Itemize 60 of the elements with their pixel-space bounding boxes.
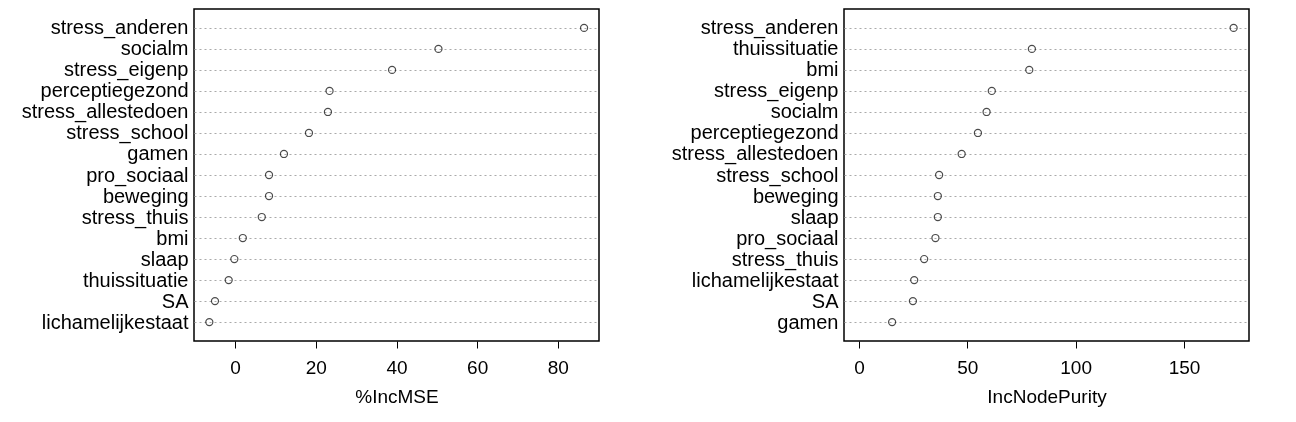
point <box>230 254 239 264</box>
point <box>933 191 942 201</box>
y-tick-label: socialm <box>120 37 189 60</box>
point <box>323 107 333 117</box>
y-tick-label: lichamelijkestaat <box>691 268 839 291</box>
point <box>1025 65 1034 75</box>
y-tick-label: perceptiegezond <box>690 121 839 144</box>
point <box>279 149 289 159</box>
point <box>910 275 919 285</box>
point <box>920 254 929 264</box>
y-tick-label: beweging <box>102 184 189 207</box>
y-tick-label: stress_allestedoen <box>671 142 839 166</box>
y-tick-label: stress_eigenp <box>63 58 189 82</box>
y-tick-label: slaap <box>140 247 189 270</box>
point <box>224 275 233 285</box>
point <box>238 233 247 243</box>
x-tick-label: 0 <box>230 356 241 378</box>
point <box>982 107 991 117</box>
x-tick-label: 50 <box>957 356 979 378</box>
point <box>987 86 996 96</box>
point <box>931 233 940 243</box>
x-tick-label: 20 <box>305 356 327 378</box>
y-tick-label: lichamelijkestaat <box>41 310 189 333</box>
y-tick-label: stress_anderen <box>50 16 189 40</box>
point <box>257 212 266 222</box>
x-tick-label: 100 <box>1060 356 1092 378</box>
point <box>304 128 314 138</box>
x-tick-label: 0 <box>854 356 865 378</box>
point <box>325 86 334 96</box>
point <box>1229 23 1238 33</box>
point <box>933 212 942 222</box>
y-tick-label: gamen <box>777 310 839 333</box>
y-tick-label: bmi <box>156 226 189 249</box>
y-tick-label: SA <box>811 289 840 312</box>
y-tick-label: pro_sociaal <box>86 163 189 187</box>
x-axis-title: IncNodePurity <box>987 385 1108 407</box>
point <box>957 149 966 159</box>
y-tick-label: beweging <box>752 184 839 207</box>
y-tick-label: bmi <box>806 58 839 81</box>
point <box>973 128 983 138</box>
point <box>264 170 274 180</box>
point <box>887 317 897 327</box>
point <box>387 65 397 75</box>
x-tick-label: 80 <box>547 356 569 378</box>
x-tick-label: 40 <box>386 356 408 378</box>
y-tick-label: SA <box>161 289 190 312</box>
point <box>579 23 589 33</box>
point <box>205 317 214 327</box>
point <box>1027 44 1037 54</box>
y-tick-label: stress_allestedoen <box>21 100 189 124</box>
x-tick-label: 150 <box>1168 356 1201 378</box>
point <box>434 44 443 54</box>
point <box>264 191 274 201</box>
point <box>210 296 220 306</box>
x-axis-title: %IncMSE <box>355 385 439 407</box>
y-tick-label: stress_anderen <box>700 16 839 40</box>
y-tick-label: stress_eigenp <box>713 79 839 103</box>
x-tick-label: 60 <box>467 356 489 378</box>
point <box>908 296 918 306</box>
point <box>934 170 944 180</box>
